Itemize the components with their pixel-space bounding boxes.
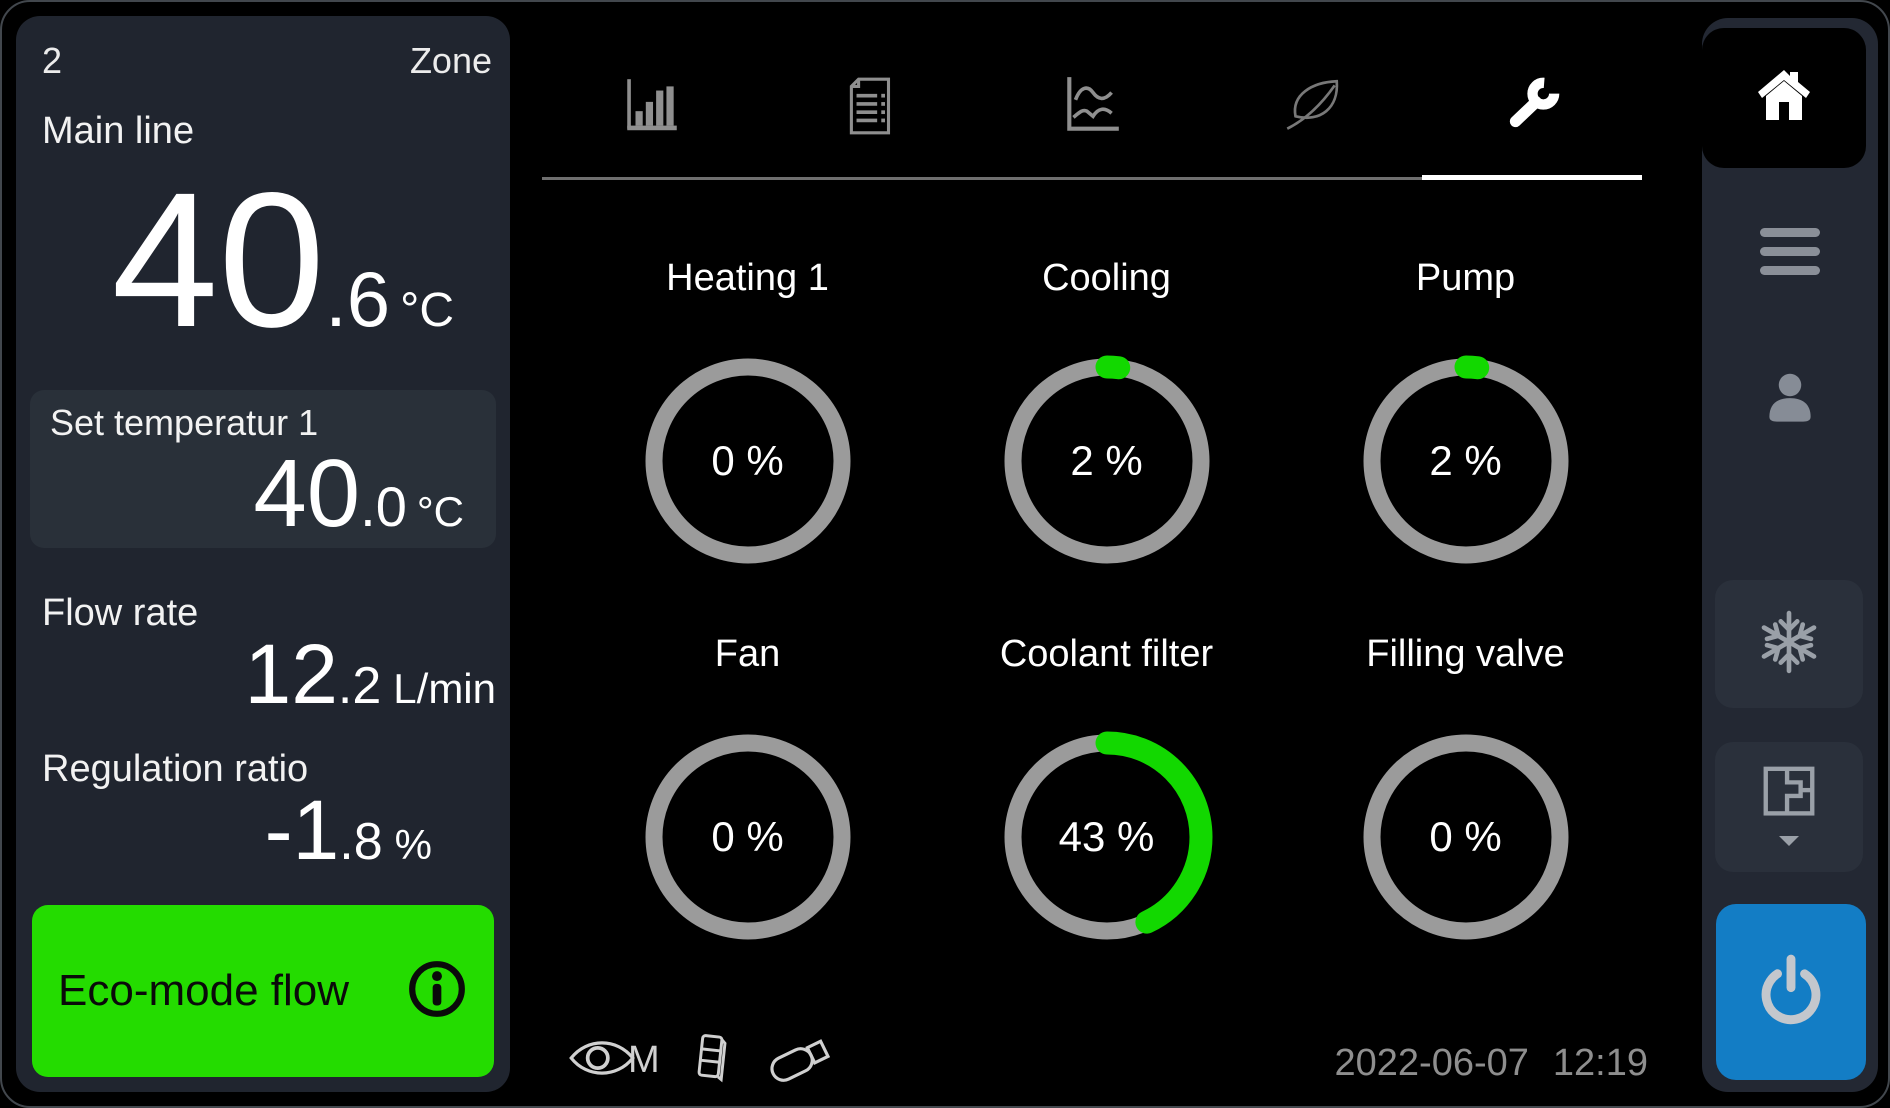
gauge-label: Filling valve (1366, 633, 1565, 675)
leaf-icon (1279, 73, 1345, 144)
chevron-down-icon (1778, 834, 1800, 852)
info-icon[interactable] (406, 958, 468, 1025)
gauge-label: Fan (714, 633, 781, 675)
main-line-decimal: .6 (325, 255, 391, 343)
wrench-icon (1499, 72, 1565, 143)
gauge-label: Cooling (1042, 257, 1171, 299)
zone-header: 2 Zone (42, 40, 492, 82)
gauge-cooling: Cooling 2 % (927, 254, 1286, 568)
gauge-ring: 2 % (1000, 354, 1214, 568)
gauge-value: 43 % (1058, 813, 1155, 860)
set-temperature-box[interactable]: Set temperatur 1 40 .0 °C (30, 390, 496, 548)
gauge-value: 0 % (711, 437, 784, 484)
flow-rate-label: Flow rate (42, 592, 199, 634)
gauge-ring: 2 % (1359, 354, 1573, 568)
gauge-label: Coolant filter (999, 633, 1214, 675)
flow-rate-unit: L/min (393, 665, 496, 712)
gauge-ring: 0 % (1359, 730, 1573, 944)
footer-status-icons: M (568, 1028, 842, 1092)
eco-mode-flow-label: Eco-mode flow (58, 966, 350, 1015)
gauge-coolant-filter: Coolant filter 43 % (927, 630, 1286, 944)
main-line-value: 40 (111, 152, 326, 367)
monitoring-indicator: M (568, 1034, 660, 1087)
actuator-gauge-grid: Heating 1 0 % Cooling 2 % Pump (568, 254, 1646, 944)
gauge-ring: 0 % (641, 354, 855, 568)
regulation-ratio-label: Regulation ratio (42, 748, 309, 790)
flow-rate-decimal: .2 (337, 657, 382, 715)
gauge-ring: 0 % (641, 730, 855, 944)
time-text: 12:19 (1552, 1042, 1648, 1084)
line-chart-icon (1059, 73, 1125, 144)
set-temperature-unit: °C (416, 488, 464, 535)
user-icon (1760, 373, 1820, 436)
gauge-value: 0 % (711, 813, 784, 860)
gauge-value: 0 % (1429, 813, 1502, 860)
main-line-label: Main line (42, 110, 195, 152)
power-button[interactable] (1716, 904, 1866, 1080)
cooling-mode-button[interactable] (1715, 580, 1863, 708)
home-icon (1752, 64, 1816, 133)
cartridge-icon (694, 1033, 730, 1088)
set-temperature-decimal: .0 (360, 475, 407, 538)
usb-stick-icon (764, 1030, 842, 1091)
zone-panel: 2 Zone Main line 40 .6 °C Set temperatur… (16, 16, 510, 1092)
set-temperature-value-row: 40 .0 °C (50, 446, 476, 542)
gauge-heating-1: Heating 1 0 % (568, 254, 927, 568)
set-temperature-label: Set temperatur 1 (50, 402, 319, 443)
zone-title: Zone (409, 40, 492, 81)
tab-statistics[interactable] (542, 40, 762, 180)
tab-bar (542, 40, 1642, 180)
user-button[interactable] (1760, 368, 1820, 428)
home-button[interactable] (1702, 28, 1866, 168)
set-temperature-value: 40 (253, 440, 361, 547)
regulation-ratio-value: -1 (264, 783, 340, 877)
gauge-value: 2 % (1070, 437, 1143, 484)
power-icon (1753, 952, 1829, 1033)
zone-number: 2 (42, 40, 63, 81)
floorplan-icon (1758, 763, 1820, 830)
eye-icon (568, 1034, 636, 1087)
flow-rate-value: 12 (244, 627, 338, 721)
gauge-fan: Fan 0 % (568, 630, 927, 944)
gauge-pump: Pump 2 % (1286, 254, 1645, 568)
tab-service[interactable] (1422, 40, 1642, 180)
monitoring-mode-letter: M (628, 1038, 660, 1081)
gauge-label: Pump (1415, 257, 1516, 299)
regulation-ratio-value-row: -1 .8 % (265, 788, 432, 872)
tab-eco[interactable] (1202, 40, 1422, 180)
regulation-ratio-decimal: .8 (339, 813, 383, 871)
gauge-value: 2 % (1429, 437, 1502, 484)
date-text: 2022-06-07 (1334, 1042, 1529, 1084)
eco-mode-flow-button[interactable]: Eco-mode flow (32, 905, 494, 1077)
main-line-unit: °C (400, 284, 454, 337)
menu-button[interactable] (1760, 228, 1820, 275)
regulation-ratio-unit: % (394, 821, 432, 868)
datetime-display: 2022-06-07 12:19 (1335, 1042, 1648, 1085)
flow-rate-value-row: 12 .2 L/min (244, 632, 496, 716)
gauge-label: Heating 1 (666, 257, 829, 299)
gauge-ring: 43 % (1000, 730, 1214, 944)
gauge-filling-valve: Filling valve 0 % (1286, 630, 1645, 944)
hamburger-icon (1760, 228, 1820, 275)
zone-layout-button[interactable] (1715, 742, 1863, 872)
snowflake-icon (1756, 609, 1822, 680)
report-icon (839, 73, 905, 144)
bar-chart-icon (619, 73, 685, 144)
main-line-temperature: 40 .6 °C (112, 164, 454, 356)
tab-report[interactable] (762, 40, 982, 180)
tab-trend[interactable] (982, 40, 1202, 180)
